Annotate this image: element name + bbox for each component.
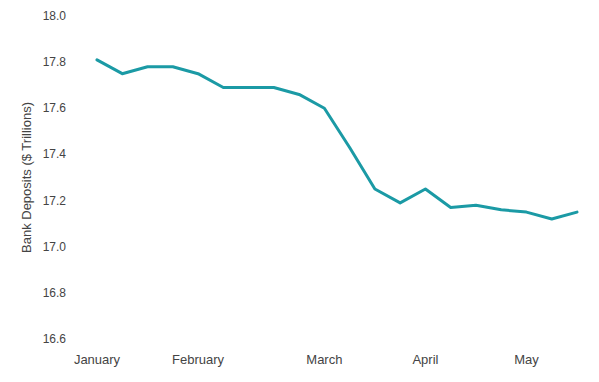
x-tick-label: March — [306, 352, 342, 367]
y-axis-label: Bank Deposits ($ Trillions) — [19, 102, 34, 253]
y-tick-label: 17.6 — [43, 101, 67, 115]
y-tick-label: 16.8 — [43, 286, 67, 300]
y-tick-label: 16.6 — [43, 332, 67, 346]
y-tick-label: 17.4 — [43, 147, 67, 161]
y-tick-label: 17.0 — [43, 240, 67, 254]
chart: 16.6 16.8 17.0 17.2 17.4 17.6 17.8 18.0 Bank Dep… — [0, 0, 599, 382]
plot-group — [97, 60, 577, 219]
y-tick-label: 18.0 — [43, 9, 67, 23]
x-tick-label: May — [514, 352, 539, 367]
y-tick-label: 17.2 — [43, 194, 67, 208]
x-tick-label: April — [412, 352, 438, 367]
x-tick-label: February — [172, 352, 225, 367]
line — [97, 60, 577, 219]
x-tick-label: January — [74, 352, 121, 367]
y-tick-label: 17.8 — [43, 55, 67, 69]
